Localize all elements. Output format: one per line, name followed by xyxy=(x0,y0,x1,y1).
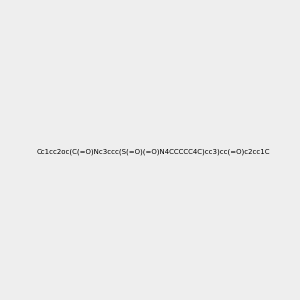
Text: Cc1cc2oc(C(=O)Nc3ccc(S(=O)(=O)N4CCCCC4C)cc3)cc(=O)c2cc1C: Cc1cc2oc(C(=O)Nc3ccc(S(=O)(=O)N4CCCCC4C)… xyxy=(37,148,271,155)
